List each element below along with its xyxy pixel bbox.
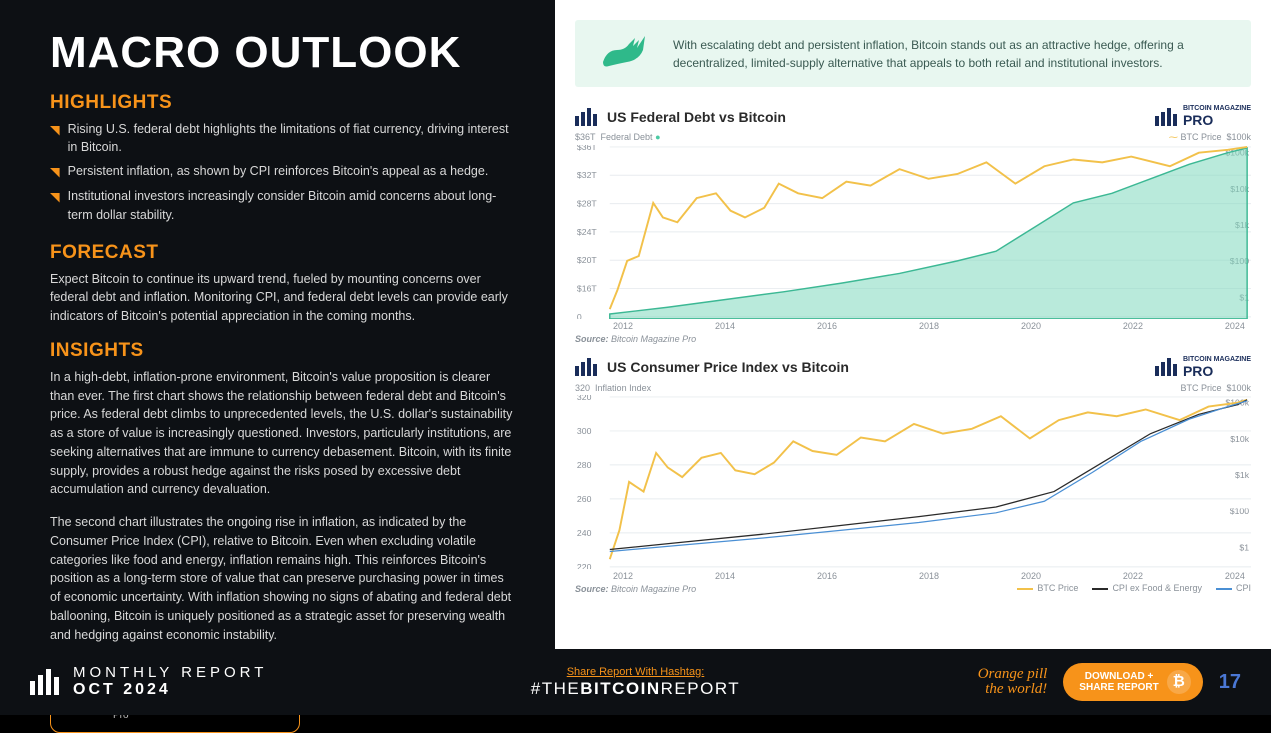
chart2-legend: BTC Price CPI ex Food & Energy CPI xyxy=(1017,583,1251,593)
right-panel: With escalating debt and persistent infl… xyxy=(555,0,1271,649)
insights-p2: The second chart illustrates the ongoing… xyxy=(50,513,515,644)
bitcoin-icon: ₿ xyxy=(1167,670,1191,694)
highlights-heading: HIGHLIGHTS xyxy=(50,92,515,114)
insights-heading: INSIGHTS xyxy=(50,340,515,362)
slogan: Orange pill the world! xyxy=(978,667,1048,697)
left-panel: MACRO OUTLOOK HIGHLIGHTS ◥ Rising U.S. f… xyxy=(0,0,555,649)
chart2-left-legend: Inflation Index xyxy=(595,383,651,393)
forecast-text: Expect Bitcoin to continue its upward tr… xyxy=(50,270,515,326)
svg-text:$36T: $36T xyxy=(577,145,597,152)
footer-logo-icon xyxy=(30,669,59,695)
bullet-icon: ◥ xyxy=(50,121,60,139)
logo-icon xyxy=(575,108,597,126)
svg-text:240: 240 xyxy=(577,528,592,538)
logo-icon xyxy=(575,358,597,376)
pro-badge: BITCOIN MAGAZINEPRO xyxy=(1155,105,1251,128)
highlight-item: ◥ Persistent inflation, as shown by CPI … xyxy=(50,162,515,181)
highlight-item: ◥ Institutional investors increasingly c… xyxy=(50,187,515,223)
bullet-icon: ◥ xyxy=(50,188,60,206)
chart2-svg: 320300280260240220 $100k$10k$1k$100$1 xyxy=(575,395,1251,569)
svg-text:$20T: $20T xyxy=(577,255,597,265)
footer-hashtag-block: Share Report With Hashtag: #THEBITCOINRE… xyxy=(531,666,740,699)
share-label[interactable]: Share Report With Hashtag: xyxy=(531,666,740,678)
highlight-text: Persistent inflation, as shown by CPI re… xyxy=(68,162,489,180)
callout-banner: With escalating debt and persistent infl… xyxy=(575,20,1251,87)
chart2-source: Source: Bitcoin Magazine Pro xyxy=(575,584,696,594)
svg-text:$100: $100 xyxy=(1230,506,1249,516)
chart2-left-axis: 320 xyxy=(575,383,590,393)
svg-text:300: 300 xyxy=(577,426,592,436)
hashtag: #THEBITCOINREPORT xyxy=(531,679,740,699)
page-title: MACRO OUTLOOK xyxy=(50,28,515,78)
svg-text:$16T: $16T xyxy=(577,283,597,293)
svg-text:$28T: $28T xyxy=(577,198,597,208)
highlights-list: ◥ Rising U.S. federal debt highlights th… xyxy=(50,120,515,224)
chart1-right-legend: BTC Price xyxy=(1180,132,1221,142)
svg-text:$32T: $32T xyxy=(577,170,597,180)
insights-p1: In a high-debt, inflation-prone environm… xyxy=(50,368,515,499)
forecast-heading: FORECAST xyxy=(50,242,515,264)
pro-badge: BITCOIN MAGAZINEPRO xyxy=(1155,356,1251,379)
chart2-x-axis: 2012201420162018202020222024 xyxy=(575,569,1251,581)
svg-text:$10k: $10k xyxy=(1230,434,1249,444)
chart1-source: Source: Bitcoin Magazine Pro xyxy=(575,334,1251,344)
highlight-text: Rising U.S. federal debt highlights the … xyxy=(68,120,515,156)
svg-text:280: 280 xyxy=(577,460,592,470)
chart1-x-axis: 2012201420162018202020222024 xyxy=(575,319,1251,331)
download-share-button[interactable]: DOWNLOAD + SHARE REPORT ₿ xyxy=(1063,663,1202,701)
footer: MONTHLY REPORT OCT 2024 Share Report Wit… xyxy=(0,649,1271,715)
svg-text:260: 260 xyxy=(577,494,592,504)
svg-text:$24T: $24T xyxy=(577,227,597,237)
highlight-item: ◥ Rising U.S. federal debt highlights th… xyxy=(50,120,515,156)
highlight-text: Institutional investors increasingly con… xyxy=(68,187,515,223)
chart-cpi: US Consumer Price Index vs Bitcoin BITCO… xyxy=(555,348,1271,598)
svg-text:$1: $1 xyxy=(1239,542,1249,552)
chart1-right-axis: $100k xyxy=(1226,132,1251,142)
svg-text:320: 320 xyxy=(577,395,592,402)
bullet-icon: ◥ xyxy=(50,163,60,181)
svg-text:220: 220 xyxy=(577,562,592,569)
chart1-left-legend: Federal Debt xyxy=(601,132,653,142)
footer-date: OCT 2024 xyxy=(73,681,267,699)
footer-report-label: MONTHLY REPORT xyxy=(73,665,267,682)
bull-icon xyxy=(599,32,649,75)
chart2-right-legend: BTC Price xyxy=(1180,383,1221,393)
chart2-right-axis: $100k xyxy=(1226,383,1251,393)
chart1-title: US Federal Debt vs Bitcoin xyxy=(607,109,786,125)
chart2-title: US Consumer Price Index vs Bitcoin xyxy=(607,359,849,375)
svg-text:$1k: $1k xyxy=(1235,470,1250,480)
callout-text: With escalating debt and persistent infl… xyxy=(673,36,1227,72)
svg-text:0: 0 xyxy=(577,312,582,319)
chart-federal-debt: US Federal Debt vs Bitcoin BITCOIN MAGAZ… xyxy=(555,97,1271,348)
chart1-svg: $36T$32T$28T$24T$20T$16T0 $100k$10k$1k$1… xyxy=(575,145,1251,319)
chart1-left-axis: $36T xyxy=(575,132,596,142)
page-number: 17 xyxy=(1219,671,1241,694)
